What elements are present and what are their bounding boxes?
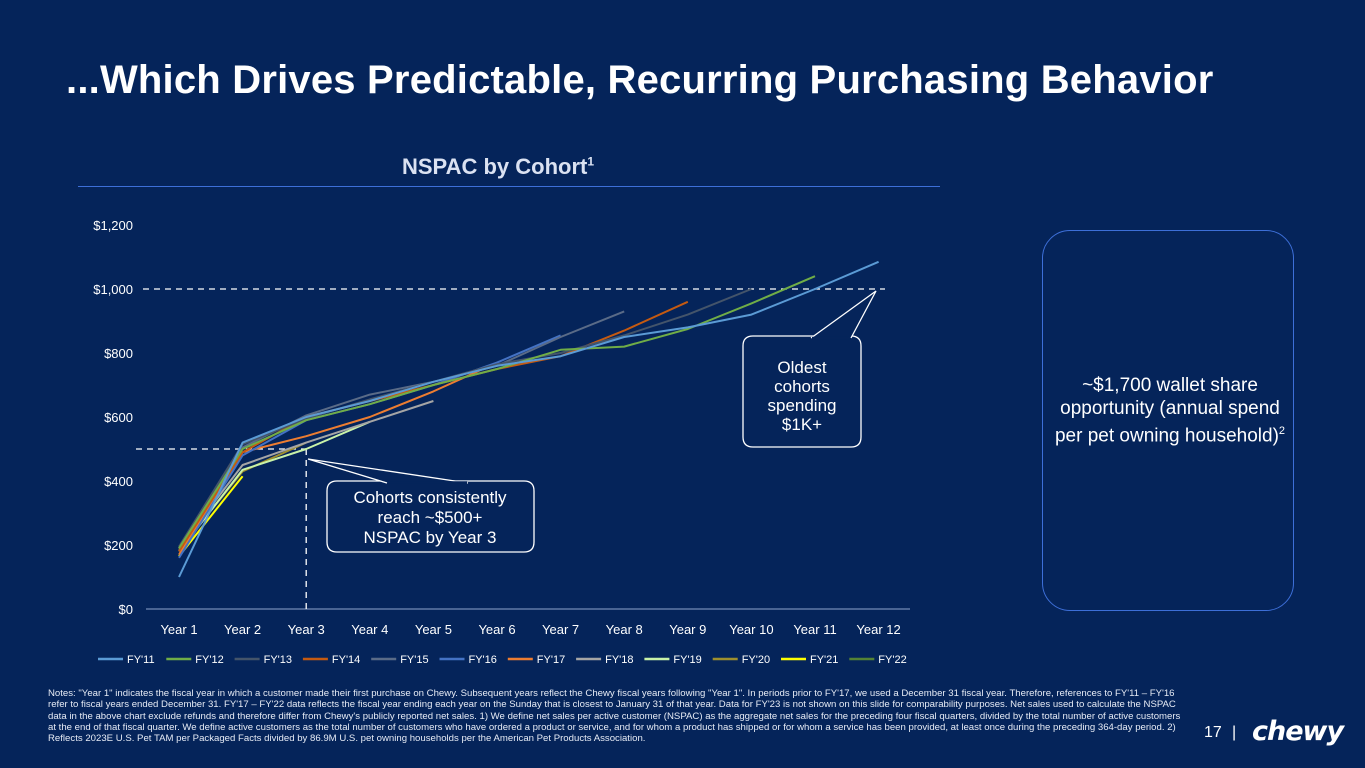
x-tick-label: Year 7 (542, 622, 579, 637)
legend-label: FY'18 (605, 654, 633, 666)
chart-title-footnote: 1 (587, 154, 595, 169)
chart-series (178, 260, 879, 578)
footnotes: Notes: "Year 1" indicates the fiscal yea… (48, 688, 1181, 745)
y-tick-label: $800 (104, 346, 133, 361)
series-line-fy11 (178, 260, 879, 578)
callout-oldest-text: spending (767, 396, 836, 415)
callout-consistent-box (326, 480, 535, 553)
callout-oldest-text: $1K+ (782, 415, 822, 434)
series-line-fy15 (178, 310, 625, 552)
chewy-logo: chewy (1252, 716, 1344, 747)
wallet-share-label: ~$1,700 wallet share opportunity (annual… (1054, 375, 1280, 447)
legend-label: FY'12 (195, 654, 223, 666)
y-tick-label: $1,000 (93, 282, 133, 297)
y-tick-label: $400 (104, 474, 133, 489)
x-tick-label: Year 10 (729, 622, 773, 637)
y-tick-label: $600 (104, 410, 133, 425)
x-tick-label: Year 8 (606, 622, 643, 637)
wallet-share-footnote: 2 (1278, 425, 1286, 437)
callout-oldest-text: Oldest (777, 358, 826, 377)
chart-title-text: NSPAC by Cohort (402, 154, 588, 179)
legend-label: FY'19 (673, 654, 701, 666)
x-tick-label: Year 3 (288, 622, 325, 637)
chart-axes: $0 $200 $400 $600 $800 $1,000 $1,200 Year 1 Year… (93, 218, 910, 637)
wallet-share-callout (1042, 230, 1294, 611)
legend-label: FY'16 (469, 654, 497, 666)
x-tick-label: Year 1 (160, 622, 197, 637)
callout-oldest-box (742, 335, 862, 448)
x-tick-label: Year 4 (351, 622, 388, 637)
reference-lines (136, 288, 885, 609)
x-tick-label: Year 9 (669, 622, 706, 637)
callout-oldest-text: cohorts (774, 377, 830, 396)
legend-label: FY'17 (537, 654, 565, 666)
legend-label: FY'11 (127, 654, 155, 666)
legend-label: FY'20 (742, 654, 770, 666)
x-tick-label: Year 11 (793, 622, 836, 637)
legend-label: FY'22 (878, 654, 906, 666)
legend-label: FY'15 (400, 654, 428, 666)
wallet-share-text: ~$1,700 wallet share opportunity (annual… (1050, 374, 1290, 447)
callout-consistent-text: NSPAC by Year 3 (364, 528, 497, 547)
chart-title: NSPAC by Cohort1 (402, 154, 594, 180)
chart-title-rule (78, 186, 940, 187)
slide-title: ...Which Drives Predictable, Recurring P… (66, 58, 1214, 102)
callout-consistent-text: Cohorts consistently (353, 488, 507, 507)
x-tick-label: Year 2 (224, 622, 261, 637)
x-tick-label: Year 6 (478, 622, 515, 637)
x-tick-label: Year 5 (415, 622, 452, 637)
series-line-fy12 (178, 275, 816, 549)
callout-consistent-text: reach ~$500+ (378, 508, 483, 527)
legend-label: FY'13 (264, 654, 292, 666)
y-tick-label: $1,200 (93, 218, 133, 233)
page-separator: | (1232, 724, 1237, 741)
chart-legend: FY'11 FY'12 FY'13 FY'14 FY'15 FY'16 FY'17 FY'18… (98, 654, 907, 666)
x-tick-label: Year 12 (856, 622, 900, 637)
y-tick-label: $0 (119, 602, 133, 617)
callout-oldest-pointer (810, 290, 877, 339)
y-tick-label: $200 (104, 538, 133, 553)
legend-label: FY'21 (810, 654, 838, 666)
legend-label: FY'14 (332, 654, 360, 666)
callout-consistent-pointer (307, 458, 469, 484)
series-line-fy21 (178, 475, 244, 557)
series-line-fy18 (178, 400, 434, 549)
page-number: 17 (1204, 724, 1222, 741)
